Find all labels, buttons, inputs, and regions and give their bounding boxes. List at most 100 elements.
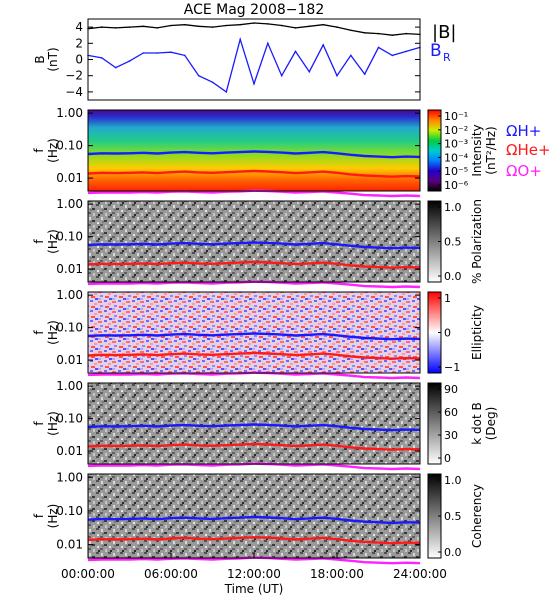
b-magnitude-point	[391, 34, 394, 36]
h-plus-gyro-line	[87, 332, 421, 341]
polarization-ylabel: f	[32, 239, 46, 244]
b-radial-point	[294, 50, 297, 53]
he-plus-gyro-line	[87, 169, 421, 178]
b-radial-point	[280, 74, 283, 77]
intensity-frame	[87, 109, 421, 192]
panel-intensity: 1.00 0.10 0.01 f (Hz) 10⁻¹10⁻²10⁻³10⁻⁴10⁻⁵10⁻…	[32, 106, 550, 198]
kdotb-colorbar-tick-label: 0	[444, 452, 451, 465]
b-radial-point	[184, 54, 186, 57]
coherency-colorbar-tick-label: 1.0	[444, 474, 462, 487]
b-radial-point	[322, 44, 325, 46]
b-magnitude-point	[184, 23, 186, 26]
b-radial-point	[128, 60, 131, 62]
b-magnitude-point	[225, 24, 228, 27]
kdotb-colorbar-tick-label: 90	[444, 383, 458, 396]
field-ytick-label: −4	[65, 85, 83, 99]
polarization-colorbar-tick-label: 0.5	[444, 236, 462, 249]
intensity-colorbar	[427, 109, 442, 192]
b-magnitude-point	[211, 26, 214, 28]
b-radial-point	[211, 81, 214, 83]
b-magnitude-point	[294, 27, 297, 29]
legend-b-radial-subscript: R	[443, 51, 451, 64]
field-ytick-label: 2	[75, 36, 83, 50]
chart-title: ACE Mag 2008−182	[184, 2, 324, 18]
intensity-ylabel-unit: (Hz)	[46, 138, 60, 163]
kdotb-ylabel-unit: (Hz)	[46, 411, 60, 436]
intensity-ylabel: f	[32, 148, 46, 153]
polarization-ytick-label: 0.10	[56, 230, 83, 244]
b-radial-point	[336, 74, 338, 77]
coherency-ylabel: f	[32, 513, 46, 518]
ellipticity-frame	[87, 291, 421, 374]
polarization-ytick-label: 0.01	[56, 262, 83, 276]
he-plus-gyro-line	[87, 536, 421, 545]
intensity-colorbar-tick-label: 10⁻⁶	[444, 179, 469, 192]
gyro-label-he-plus: ΩHe+	[506, 141, 550, 159]
kdotb-colorbar-tick-label: 60	[444, 406, 458, 419]
polarization-colorbar-tick-label: 1.0	[444, 201, 462, 214]
b-magnitude-point	[377, 32, 380, 35]
x-tick-label: 00:00:00	[61, 567, 115, 581]
x-axis-label: Time (UT)	[224, 582, 284, 596]
h-plus-gyro-line	[87, 515, 421, 525]
ellipticity-ytick-label: 1.00	[56, 288, 83, 302]
polarization-ylabel-unit: (Hz)	[46, 229, 60, 254]
coherency-colorbar-label: Coherency	[470, 484, 484, 548]
intensity-colorbar-tick-label: 10⁻⁴	[444, 151, 469, 164]
b-radial-point	[101, 57, 103, 59]
field-ylabel-unit: (nT)	[46, 47, 60, 71]
intensity-ytick-label: 1.00	[56, 106, 83, 120]
legend-b-magnitude: |B|	[432, 22, 456, 43]
panel-kdotb: 1.00 0.10 0.01 f (Hz) 90 60 30 0 k dot B (Deg)	[32, 379, 498, 471]
coherency-ylabel-unit: (Hz)	[46, 504, 60, 529]
b-radial-point	[363, 73, 366, 75]
polarization-ytick-label: 1.00	[56, 197, 83, 211]
coherency-ytick-label: 0.10	[56, 504, 83, 518]
b-magnitude-point	[156, 27, 158, 29]
b-magnitude-point	[363, 32, 366, 34]
x-tick-label: 18:00:00	[310, 567, 364, 581]
kdotb-colorbar-tick-label: 30	[444, 429, 458, 442]
b-radial-point	[170, 51, 172, 53]
kdotb-colorbar-unit: (Deg)	[484, 407, 498, 441]
intensity-ytick-label: 0.10	[56, 139, 83, 153]
ellipticity-ytick-label: 0.01	[56, 353, 83, 367]
field-ytick-label: 0	[75, 53, 83, 67]
b-radial-point	[253, 83, 255, 85]
ellipticity-ytick-label: 0.10	[56, 321, 83, 335]
kdotb-ytick-label: 0.10	[56, 412, 83, 426]
kdotb-colorbar-label: k dot B	[470, 402, 484, 444]
panel-polarization: 1.00 0.10 0.01 f (Hz) 1.0 0.5 0.0 % Polarization	[32, 197, 484, 289]
he-plus-gyro-line	[87, 442, 421, 451]
b-radial-point	[156, 52, 158, 54]
b-radial-point	[114, 66, 117, 69]
b-magnitude-point	[170, 24, 172, 27]
kdotb-frame	[87, 382, 421, 465]
intensity-colorbar-label: Intensity	[470, 124, 484, 176]
b-magnitude-point	[142, 25, 145, 28]
b-magnitude-point	[114, 27, 117, 29]
x-tick-label: 06:00:00	[144, 567, 198, 581]
polarization-frame	[87, 200, 421, 283]
h-plus-gyro-line	[87, 423, 421, 432]
gyro-label-o-plus: ΩO+	[506, 162, 542, 180]
b-magnitude-point	[101, 26, 103, 28]
intensity-colorbar-tick-label: 10⁻¹	[444, 110, 468, 123]
polarization-colorbar-tick-label: 0.0	[444, 270, 462, 283]
b-magnitude-point	[197, 25, 200, 28]
he-plus-gyro-line	[87, 351, 421, 360]
gyro-label-h-plus: ΩH+	[506, 122, 541, 140]
h-plus-gyro-line	[87, 241, 421, 250]
kdotb-ytick-label: 0.01	[56, 444, 83, 458]
legend-b-radial: B	[430, 41, 442, 61]
ellipticity-colorbar-tick-label: 0	[444, 327, 451, 340]
ellipticity-ylabel: f	[32, 330, 46, 335]
b-magnitude-point	[128, 26, 131, 28]
ellipticity-colorbar-tick-label: 1	[444, 292, 451, 305]
b-radial-point	[391, 54, 394, 57]
panel-coherency: 1.00 0.10 0.01 f (Hz) 1.0 0.5 0.0 Coherency	[32, 470, 484, 565]
intensity-colorbar-unit: (nT²/Hz)	[484, 126, 498, 174]
b-radial-point	[142, 52, 145, 54]
coherency-colorbar-tick-label: 0.0	[444, 546, 462, 559]
